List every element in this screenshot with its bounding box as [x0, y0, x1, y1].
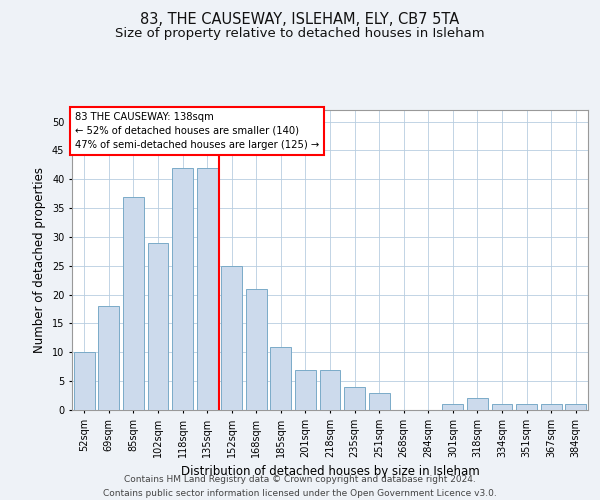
- Bar: [271, 346, 292, 410]
- Bar: [172, 168, 193, 410]
- Bar: [541, 404, 562, 410]
- Bar: [74, 352, 95, 410]
- Bar: [123, 196, 144, 410]
- Bar: [148, 242, 169, 410]
- Y-axis label: Number of detached properties: Number of detached properties: [34, 167, 46, 353]
- X-axis label: Distribution of detached houses by size in Isleham: Distribution of detached houses by size …: [181, 466, 479, 478]
- Text: 83 THE CAUSEWAY: 138sqm
← 52% of detached houses are smaller (140)
47% of semi-d: 83 THE CAUSEWAY: 138sqm ← 52% of detache…: [74, 112, 319, 150]
- Bar: [295, 370, 316, 410]
- Bar: [344, 387, 365, 410]
- Bar: [516, 404, 537, 410]
- Text: Contains HM Land Registry data © Crown copyright and database right 2024.
Contai: Contains HM Land Registry data © Crown c…: [103, 476, 497, 498]
- Bar: [491, 404, 512, 410]
- Bar: [221, 266, 242, 410]
- Bar: [320, 370, 340, 410]
- Bar: [368, 392, 389, 410]
- Bar: [98, 306, 119, 410]
- Text: Size of property relative to detached houses in Isleham: Size of property relative to detached ho…: [115, 28, 485, 40]
- Bar: [565, 404, 586, 410]
- Bar: [246, 289, 267, 410]
- Text: 83, THE CAUSEWAY, ISLEHAM, ELY, CB7 5TA: 83, THE CAUSEWAY, ISLEHAM, ELY, CB7 5TA: [140, 12, 460, 28]
- Bar: [442, 404, 463, 410]
- Bar: [197, 168, 218, 410]
- Bar: [467, 398, 488, 410]
